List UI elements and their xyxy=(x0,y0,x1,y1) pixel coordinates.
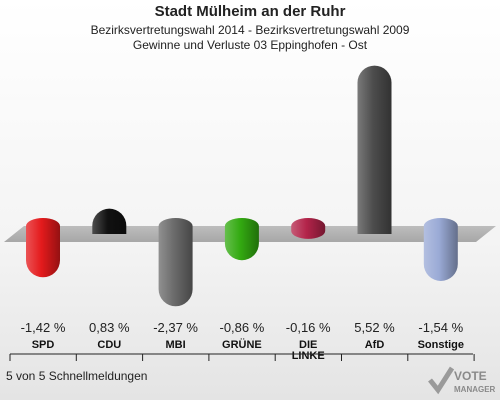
chart-subtitle: Bezirksvertretungswahl 2014 - Bezirksver… xyxy=(90,23,410,37)
logo-subtext: MANAGER xyxy=(454,385,496,394)
bar-mbi xyxy=(158,218,193,307)
chart-subtitle-district: Gewinne und Verluste 03 Eppinghofen - Os… xyxy=(132,38,368,52)
value-label: 0,83 % xyxy=(89,320,130,335)
value-label: -0,86 % xyxy=(219,320,264,335)
chart-title: Stadt Mülheim an der Ruhr xyxy=(154,3,346,20)
checkmark-icon xyxy=(428,366,455,395)
bar-spd xyxy=(26,218,60,278)
votemanager-logo: VOTE MANAGER xyxy=(428,366,496,395)
category-label: AfD xyxy=(365,339,385,351)
category-label: GRÜNE xyxy=(222,338,262,351)
bar-cdu xyxy=(92,208,127,234)
footer-note: 5 von 5 Schnellmeldungen xyxy=(6,369,148,383)
value-label: -0,16 % xyxy=(286,320,331,335)
category-label: LINKE xyxy=(292,350,325,362)
logo-text: VOTE xyxy=(454,369,487,383)
value-label: -2,37 % xyxy=(153,320,198,335)
category-label: DIE xyxy=(299,339,317,351)
category-label: MBI xyxy=(166,339,186,351)
value-label: 5,52 % xyxy=(354,320,395,335)
value-label: -1,54 % xyxy=(418,320,463,335)
bar-die-linke xyxy=(291,218,326,239)
category-label: SPD xyxy=(32,339,55,351)
bar-sonstige xyxy=(423,218,458,281)
bar-grüne xyxy=(224,218,259,261)
bar-afd xyxy=(357,65,392,234)
category-label: CDU xyxy=(97,339,121,351)
value-label: -1,42 % xyxy=(21,320,66,335)
category-label: Sonstige xyxy=(418,339,464,351)
